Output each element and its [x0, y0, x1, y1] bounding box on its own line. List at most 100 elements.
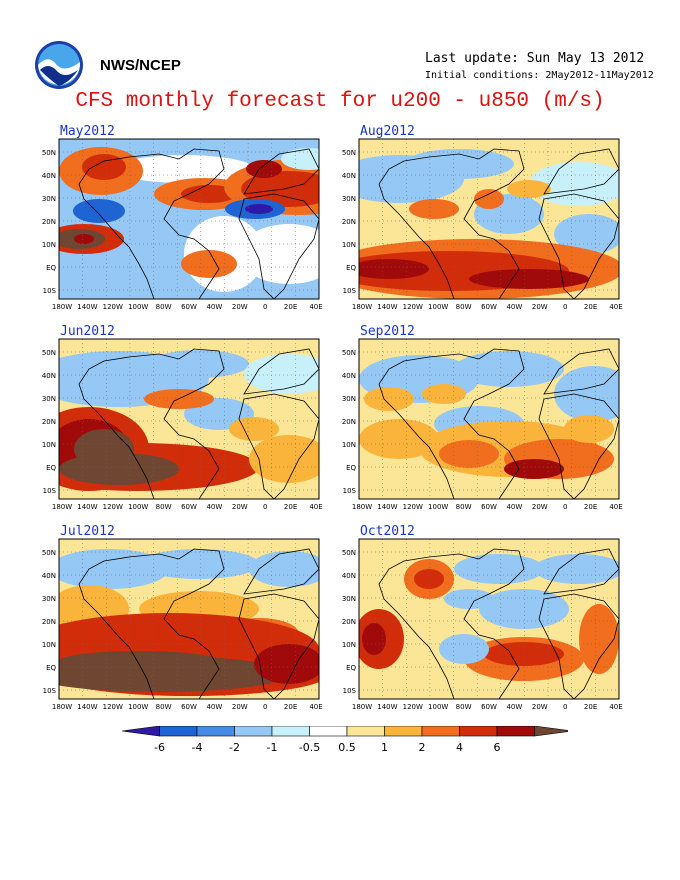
- y-tick-label: 10S: [343, 487, 357, 495]
- colorbar-swatch: [121, 726, 160, 737]
- y-tick-label: 40N: [42, 172, 56, 180]
- y-tick-label: 50N: [42, 549, 56, 557]
- x-tick-label: 80W: [156, 303, 172, 311]
- x-tick-label: 100W: [128, 303, 148, 311]
- anomaly-contour-region: [554, 366, 619, 422]
- x-tick-label: 20E: [584, 303, 597, 311]
- y-tick-label: 40N: [342, 372, 356, 380]
- x-tick-label: 40W: [206, 303, 222, 311]
- x-tick-label: 180W: [52, 703, 72, 711]
- x-tick-label: 120W: [103, 303, 123, 311]
- y-tick-label: 10N: [342, 441, 356, 449]
- anomaly-contour-region: [281, 148, 319, 170]
- x-tick-label: 40E: [609, 303, 622, 311]
- anomaly-contour-region: [454, 554, 544, 584]
- y-tick-label: 30N: [342, 195, 356, 203]
- y-tick-label: 10S: [43, 487, 57, 495]
- y-tick-label: 20N: [342, 418, 356, 426]
- x-tick-label: 100W: [128, 503, 148, 511]
- y-tick-label: 10S: [343, 287, 357, 295]
- x-tick-label: 60W: [181, 503, 197, 511]
- anomaly-contour-region: [114, 155, 254, 183]
- x-tick-label: 60W: [181, 303, 197, 311]
- y-tick-label: 10S: [343, 687, 357, 695]
- panel-title-jul: Jul2012: [60, 524, 115, 539]
- anomaly-contour-region: [139, 549, 259, 579]
- map-frame: [358, 338, 620, 500]
- anomaly-contour-region: [229, 417, 279, 441]
- y-tick-label: 20N: [42, 218, 56, 226]
- colorbar-swatch: [421, 726, 460, 737]
- page-title: CFS monthly forecast for u200 - u850 (m/…: [75, 90, 605, 113]
- x-tick-label: 0: [263, 503, 267, 511]
- coastline: [378, 148, 525, 299]
- x-tick-label: 80W: [456, 303, 472, 311]
- anomaly-contour-region: [254, 644, 319, 684]
- x-tick-label: 0: [563, 703, 567, 711]
- x-tick-label: 60W: [181, 703, 197, 711]
- y-tick-label: 50N: [342, 349, 356, 357]
- x-tick-label: 20E: [584, 703, 597, 711]
- x-tick-label: 40E: [609, 703, 622, 711]
- anomaly-contour-region: [484, 642, 564, 666]
- x-tick-label: 80W: [456, 703, 472, 711]
- x-tick-label: 140W: [377, 303, 397, 311]
- colorbar-label: 1: [381, 741, 388, 754]
- anomaly-contour-region: [579, 604, 619, 674]
- last-update: Last update: Sun May 13 2012: [425, 51, 645, 66]
- coastline: [538, 193, 619, 299]
- x-tick-label: 100W: [428, 303, 448, 311]
- agency-name: NWS/NCEP: [100, 57, 181, 74]
- y-tick-label: 30N: [342, 595, 356, 603]
- y-tick-label: 10N: [42, 241, 56, 249]
- x-tick-label: 40E: [309, 703, 322, 711]
- x-tick-label: 120W: [403, 703, 423, 711]
- anomaly-contour-region: [59, 549, 169, 589]
- coastline: [378, 548, 525, 699]
- x-tick-label: 20E: [584, 503, 597, 511]
- anomaly-contour-region: [181, 185, 237, 203]
- anomaly-contour-region: [82, 154, 126, 180]
- anomaly-contour-region: [404, 149, 514, 179]
- x-tick-label: 40W: [206, 703, 222, 711]
- anomaly-contour-region: [362, 623, 386, 655]
- colorbar-label: -2: [229, 741, 240, 754]
- coastline: [243, 148, 319, 195]
- y-tick-label: 10S: [43, 287, 57, 295]
- x-tick-label: 20E: [284, 503, 297, 511]
- x-tick-label: 180W: [352, 503, 372, 511]
- colorbar-label: 0.5: [338, 741, 356, 754]
- x-tick-label: 120W: [103, 703, 123, 711]
- y-tick-label: 40N: [42, 572, 56, 580]
- anomaly-contour-region: [359, 259, 429, 279]
- x-tick-label: 40W: [206, 503, 222, 511]
- anomaly-contour-region: [469, 269, 589, 289]
- y-tick-label: 20N: [342, 618, 356, 626]
- y-tick-label: 10N: [342, 641, 356, 649]
- x-tick-label: 100W: [428, 703, 448, 711]
- y-tick-label: EQ: [46, 264, 56, 272]
- x-tick-label: 20W: [532, 303, 548, 311]
- coastline: [78, 348, 225, 499]
- coastline: [543, 548, 619, 595]
- y-tick-label: EQ: [346, 264, 356, 272]
- x-tick-label: 140W: [77, 303, 97, 311]
- anomaly-contour-region: [444, 589, 494, 609]
- coastline: [78, 148, 225, 299]
- y-tick-label: 50N: [342, 549, 356, 557]
- coastline: [378, 348, 525, 499]
- y-tick-label: 50N: [342, 149, 356, 157]
- panel-title-may: May2012: [60, 124, 115, 139]
- x-tick-label: 40W: [506, 303, 522, 311]
- x-tick-label: 0: [563, 303, 567, 311]
- colorbar-label: -4: [192, 741, 203, 754]
- colorbar: -6 -4 -2 -1 -0.5 0.5 1 2 4 6: [121, 726, 568, 754]
- colorbar-swatch: [384, 726, 423, 737]
- y-tick-label: 10N: [342, 241, 356, 249]
- coastline: [78, 548, 225, 699]
- anomaly-contour-region: [414, 569, 444, 589]
- map-frame: [358, 538, 620, 700]
- anomaly-contour-region: [507, 180, 551, 198]
- coastline: [538, 593, 619, 699]
- anomaly-contour-region: [439, 440, 499, 468]
